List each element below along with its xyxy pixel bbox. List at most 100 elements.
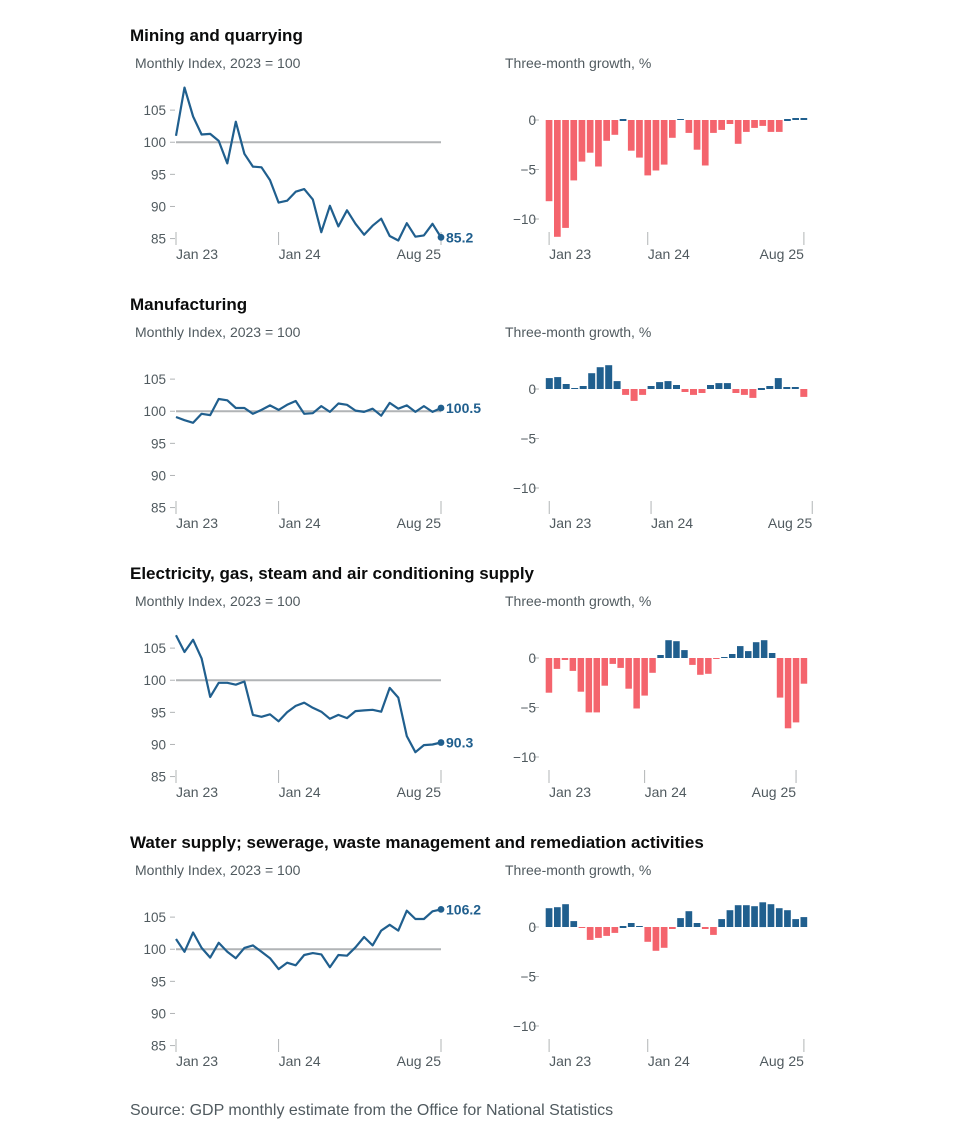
growth-bar	[630, 389, 638, 401]
growth-bar	[751, 906, 758, 927]
growth-bar	[601, 658, 608, 686]
line-y-tick-label: 105	[143, 103, 166, 118]
growth-bar	[715, 383, 723, 389]
growth-bar	[726, 120, 734, 124]
bar-x-tick-label: Jan 24	[648, 246, 690, 262]
line-x-tick-label: Jan 23	[176, 246, 218, 262]
growth-bar	[701, 120, 709, 166]
growth-bar	[609, 658, 616, 664]
growth-bar	[718, 919, 725, 927]
bar-y-tick-label: −10	[513, 481, 536, 496]
growth-bar	[690, 389, 697, 395]
growth-bar	[732, 389, 740, 393]
growth-bar	[562, 384, 570, 389]
growth-bar	[800, 658, 808, 684]
growth-bar	[757, 388, 765, 390]
growth-bar	[644, 927, 652, 942]
growth-bar	[625, 658, 632, 689]
growth-bar	[603, 927, 610, 936]
growth-bar	[603, 120, 610, 141]
line-y-tick-label: 90	[151, 468, 166, 483]
growth-bar	[743, 120, 750, 132]
growth-bar	[595, 927, 602, 938]
bar-x-tick-label: Jan 23	[549, 784, 591, 800]
growth-bar	[783, 387, 791, 389]
growth-bar	[768, 653, 776, 658]
growth-bar	[749, 389, 757, 398]
growth-bar	[743, 905, 750, 927]
bar-chart-subtitle: Three-month growth, %	[505, 862, 652, 878]
growth-bar	[627, 120, 635, 151]
growth-bar	[561, 658, 569, 660]
chart-svg: 85 90 95 100 105 Jan 23 Jan 24 Aug 25 90.3 0 −5 −10…	[143, 634, 808, 800]
latest-value-label: 90.3	[446, 735, 473, 751]
growth-bar	[562, 120, 569, 228]
growth-bar	[577, 658, 585, 692]
line-x-tick-label: Jan 24	[279, 1053, 321, 1069]
growth-bar	[652, 927, 660, 951]
growth-bar	[693, 923, 701, 927]
growth-bar	[710, 120, 717, 133]
growth-bar	[636, 120, 643, 158]
growth-bar	[613, 381, 621, 389]
growth-bar	[677, 918, 684, 927]
bar-y-tick-label: 0	[528, 382, 536, 397]
growth-bar	[673, 641, 680, 658]
growth-bar	[685, 120, 693, 133]
growth-bar	[585, 658, 593, 713]
growth-bar	[673, 385, 680, 389]
growth-bar	[776, 658, 784, 698]
growth-bar	[664, 381, 672, 389]
line-chart-subtitle: Monthly Index, 2023 = 100	[135, 324, 301, 340]
growth-bar	[784, 658, 792, 729]
growth-bar	[792, 919, 799, 927]
growth-bar	[656, 382, 664, 389]
index-series-line	[174, 86, 442, 242]
bar-x-tick-label: Aug 25	[760, 246, 805, 262]
source-note: Source: GDP monthly estimate from the Of…	[130, 1102, 614, 1119]
growth-bar	[760, 640, 768, 658]
growth-bar	[578, 120, 586, 162]
bar-y-tick-label: 0	[528, 651, 536, 666]
line-y-tick-label: 90	[151, 737, 166, 752]
growth-bar	[649, 658, 656, 673]
growth-bar	[774, 378, 782, 389]
line-y-tick-label: 95	[151, 436, 166, 451]
line-y-tick-label: 95	[151, 705, 166, 720]
line-x-tick-label: Aug 25	[397, 515, 442, 531]
line-x-tick-label: Jan 23	[176, 515, 218, 531]
line-x-tick-label: Jan 24	[279, 246, 321, 262]
growth-bar	[759, 120, 767, 126]
growth-bar	[571, 388, 579, 389]
growth-bar	[545, 658, 553, 693]
growth-bar	[707, 385, 714, 389]
growth-bar	[775, 120, 783, 132]
bar-y-tick-label: −5	[521, 701, 536, 716]
line-x-tick-label: Aug 25	[397, 1053, 442, 1069]
growth-bar	[579, 386, 587, 389]
bar-y-tick-label: −5	[521, 163, 536, 178]
bar-x-tick-label: Jan 24	[648, 1053, 690, 1069]
latest-value-point	[437, 906, 445, 913]
growth-bar	[647, 386, 655, 389]
growth-bar	[545, 378, 553, 389]
growth-bar	[595, 120, 602, 167]
bar-chart-subtitle: Three-month growth, %	[505, 55, 652, 71]
growth-bar	[698, 389, 706, 393]
growth-bar	[775, 908, 783, 927]
growth-bar	[689, 658, 696, 665]
growth-bar	[721, 657, 728, 658]
bar-x-tick-label: Jan 24	[651, 515, 693, 531]
growth-bar	[784, 119, 791, 121]
growth-bar	[723, 383, 731, 389]
growth-bar	[586, 927, 594, 940]
growth-bar	[759, 902, 767, 928]
line-y-tick-label: 85	[151, 770, 166, 785]
growth-bar	[588, 373, 596, 389]
growth-bar	[622, 389, 630, 395]
line-x-tick-label: Aug 25	[397, 784, 442, 800]
growth-bar	[665, 640, 672, 658]
bar-x-tick-label: Aug 25	[760, 1053, 805, 1069]
growth-bar	[554, 120, 561, 237]
line-x-tick-label: Aug 25	[397, 246, 442, 262]
